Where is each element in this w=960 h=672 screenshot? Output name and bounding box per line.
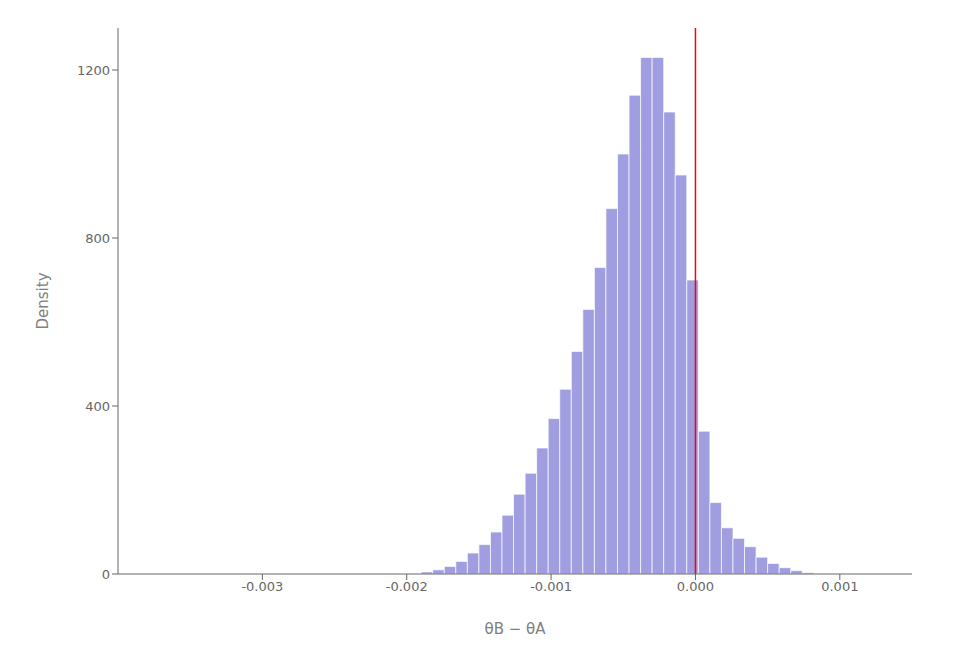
svg-text:800: 800	[85, 231, 110, 246]
svg-text:-0.003: -0.003	[241, 579, 283, 594]
svg-text:Density: Density	[34, 272, 52, 329]
svg-text:0.001: 0.001	[821, 579, 858, 594]
svg-text:-0.001: -0.001	[530, 579, 572, 594]
svg-text:0: 0	[102, 567, 110, 582]
svg-text:400: 400	[85, 399, 110, 414]
svg-text:θB − θA: θB − θA	[484, 620, 546, 638]
svg-text:0.000: 0.000	[677, 579, 714, 594]
svg-text:1200: 1200	[77, 63, 110, 78]
svg-text:-0.002: -0.002	[386, 579, 428, 594]
